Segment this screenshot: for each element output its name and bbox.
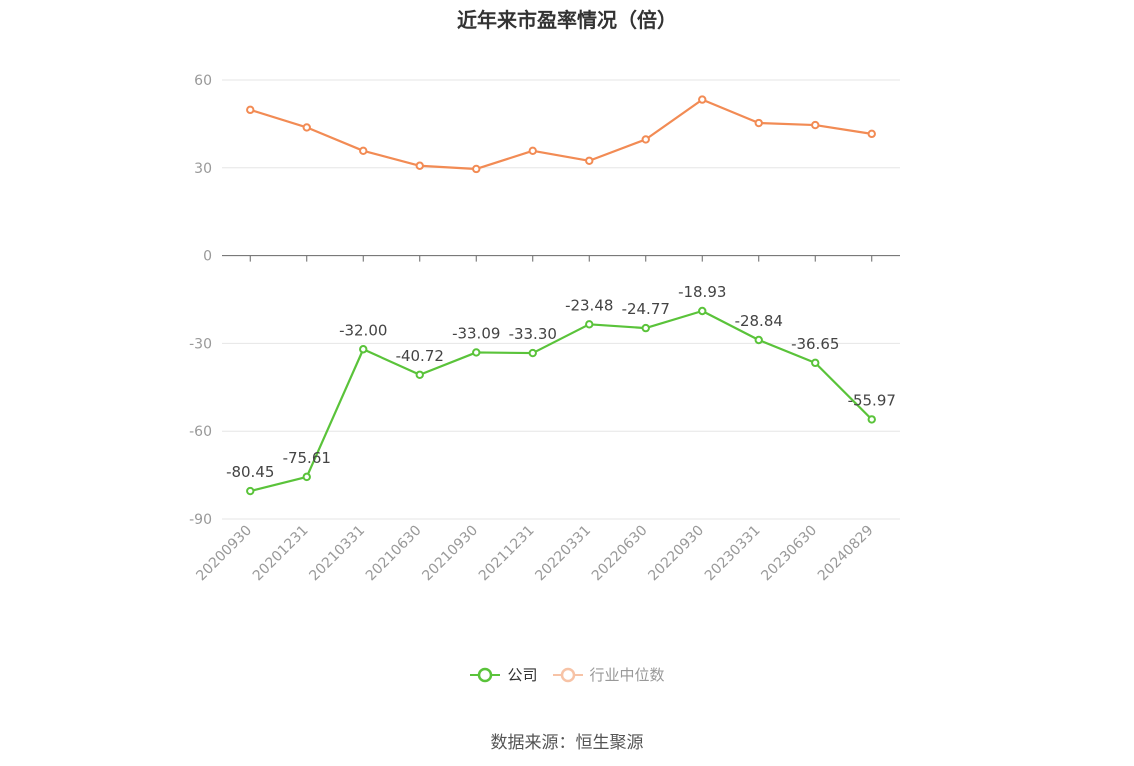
data-label: -55.97 <box>848 391 896 409</box>
x-tick-label: 20210630 <box>363 523 425 585</box>
legend-line-marker-icon <box>470 667 501 682</box>
data-point <box>246 486 255 496</box>
x-tick-label: 20240829 <box>815 523 877 585</box>
y-tick-label: 60 <box>194 73 212 89</box>
data-point <box>472 348 481 357</box>
data-point <box>698 95 707 104</box>
data-point <box>585 320 594 329</box>
data-point <box>585 156 594 165</box>
x-tick-label: 20220331 <box>532 523 594 585</box>
x-tick-label: 20200930 <box>193 523 255 585</box>
data-point <box>472 164 481 174</box>
data-point <box>754 335 763 345</box>
data-point <box>528 146 537 156</box>
data-point <box>415 161 424 170</box>
x-tick-label: 20230630 <box>758 523 820 585</box>
data-label: -32.00 <box>339 321 387 339</box>
x-tick-label: 20220630 <box>589 523 651 585</box>
data-point <box>359 146 368 156</box>
data-label: -33.30 <box>509 325 557 343</box>
data-point <box>698 306 707 316</box>
x-tick-label: 20211231 <box>476 523 538 585</box>
legend-item-company[interactable]: 公司 <box>469 664 538 685</box>
y-tick-label: -30 <box>189 336 212 352</box>
chart-title: 近年来市盈率情况（倍） <box>457 8 677 32</box>
x-tick-label: 20201231 <box>250 523 312 585</box>
data-label: -28.84 <box>735 312 783 330</box>
y-tick-label: 30 <box>194 161 212 177</box>
data-point <box>359 345 368 354</box>
data-label: -80.45 <box>226 463 274 481</box>
x-tick-label: 20220930 <box>645 523 707 585</box>
y-tick-label: 0 <box>203 249 212 265</box>
legend: 公司 行业中位数 <box>0 664 1134 685</box>
data-point <box>246 105 255 115</box>
data-source: 数据来源：恒生聚源 <box>490 733 644 753</box>
data-label: -75.61 <box>283 449 331 467</box>
data-label: -40.72 <box>396 347 444 365</box>
data-label: -36.65 <box>791 335 839 353</box>
series-line-1 <box>249 98 872 171</box>
data-label: -24.77 <box>622 300 670 318</box>
data-point <box>415 370 424 379</box>
data-point <box>754 118 763 128</box>
data-label: -33.09 <box>452 324 500 342</box>
data-point <box>641 323 650 333</box>
data-point <box>302 123 311 132</box>
y-tick-label: -60 <box>189 424 212 440</box>
data-point <box>528 348 537 358</box>
data-point <box>811 358 820 368</box>
data-label: -23.48 <box>565 296 613 314</box>
x-tick-label: 20210331 <box>306 523 368 585</box>
data-point <box>867 415 876 424</box>
data-point <box>867 129 876 139</box>
data-label: -18.93 <box>678 283 726 301</box>
series-line-0 <box>249 309 873 493</box>
legend-line-marker-icon <box>552 667 583 682</box>
data-point <box>302 472 311 482</box>
x-tick-label: 20230331 <box>702 523 764 585</box>
legend-label-industry-median: 行业中位数 <box>589 666 665 684</box>
y-tick-label: -90 <box>189 512 212 528</box>
x-tick-label: 20210930 <box>419 523 481 585</box>
legend-label-company: 公司 <box>507 666 538 684</box>
data-point <box>641 135 650 144</box>
legend-item-industry-median[interactable]: 行业中位数 <box>552 664 665 685</box>
data-point <box>811 120 820 130</box>
